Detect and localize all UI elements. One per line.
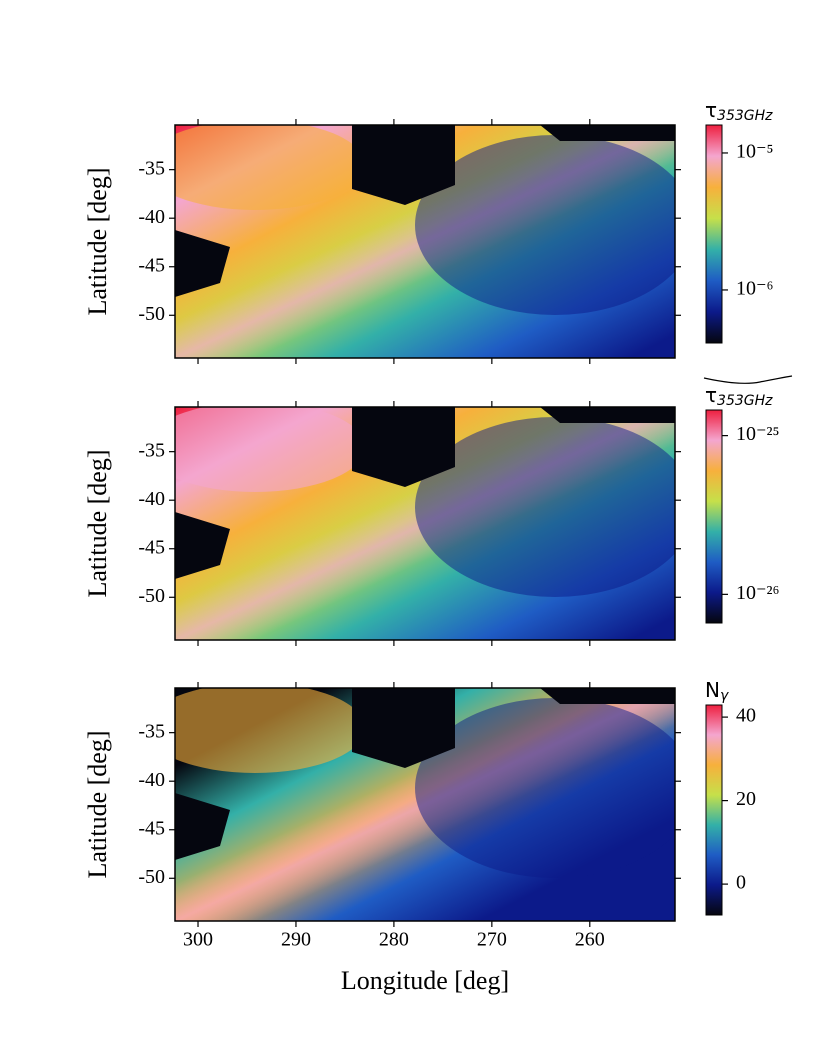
colorbar-tick-label: 10⁻²⁵ <box>736 423 780 445</box>
mask-region <box>175 230 230 297</box>
y-axis-label: Latitude [deg] <box>83 731 112 879</box>
colorbar-tick-label: 10⁻²⁶ <box>736 582 780 604</box>
y-tick-label: -40 <box>138 206 165 228</box>
mask-region <box>352 688 455 768</box>
x-tick-label: 300 <box>183 929 213 951</box>
x-tick-label: 280 <box>379 929 409 951</box>
mask-region <box>540 688 675 704</box>
y-tick-label: -35 <box>138 439 165 461</box>
y-tick-label: -50 <box>138 866 165 888</box>
map-void <box>415 698 675 878</box>
y-tick-label: -50 <box>138 303 165 325</box>
mask-region <box>175 512 230 579</box>
y-axis-label: Latitude [deg] <box>83 168 112 316</box>
y-tick-label: -35 <box>138 720 165 742</box>
colorbar-title-tilde <box>703 375 793 384</box>
colorbar-title: Nγ <box>705 678 729 705</box>
map-void <box>415 135 675 315</box>
axes-frame <box>174 687 676 922</box>
y-tick-label: -45 <box>138 254 165 276</box>
mask-region <box>352 125 455 205</box>
colorbar-tick-label: 20 <box>736 788 756 810</box>
map-cloud <box>175 688 365 773</box>
colorbar-tick-label: 10⁻⁶ <box>736 278 774 300</box>
map-void <box>415 417 675 597</box>
map <box>175 688 675 921</box>
y-tick-label: -45 <box>138 536 165 558</box>
y-axis-label: Latitude [deg] <box>83 450 112 598</box>
map-cloud <box>175 407 365 492</box>
colorbar-tick-label: 40 <box>736 705 756 727</box>
colorbar-title: τ353GHz <box>705 98 773 125</box>
colorbar-symbol: τ <box>705 98 717 122</box>
colorbar-subscript: 353GHz <box>717 108 773 124</box>
mask-region <box>352 407 455 487</box>
colorbar-symbol: τ <box>705 383 717 407</box>
colorbar-subscript: 353GHz <box>717 393 773 409</box>
y-tick-label: -45 <box>138 817 165 839</box>
x-tick-label: 260 <box>575 929 605 951</box>
colorbar <box>705 124 723 344</box>
colorbar-subscript: γ <box>720 688 729 704</box>
map <box>175 125 675 358</box>
x-axis-label: Longitude [deg] <box>341 966 509 995</box>
colorbar-title: τ353GHz <box>705 383 773 410</box>
map <box>175 407 675 640</box>
colorbar <box>705 409 723 624</box>
colorbar-symbol: N <box>705 678 720 702</box>
axes-frame <box>174 124 676 359</box>
mask-region <box>175 793 230 860</box>
map-cloud <box>175 125 365 210</box>
colorbar-tick-label: 0 <box>736 872 746 894</box>
colorbar-tick-label: 10⁻⁵ <box>736 141 774 163</box>
x-tick-label: 270 <box>477 929 507 951</box>
y-tick-label: -40 <box>138 488 165 510</box>
axes-frame <box>174 406 676 641</box>
y-tick-label: -50 <box>138 585 165 607</box>
mask-region <box>540 407 675 423</box>
y-tick-label: -35 <box>138 157 165 179</box>
y-tick-label: -40 <box>138 769 165 791</box>
mask-region <box>540 125 675 141</box>
x-tick-label: 290 <box>281 929 311 951</box>
colorbar <box>705 704 723 916</box>
